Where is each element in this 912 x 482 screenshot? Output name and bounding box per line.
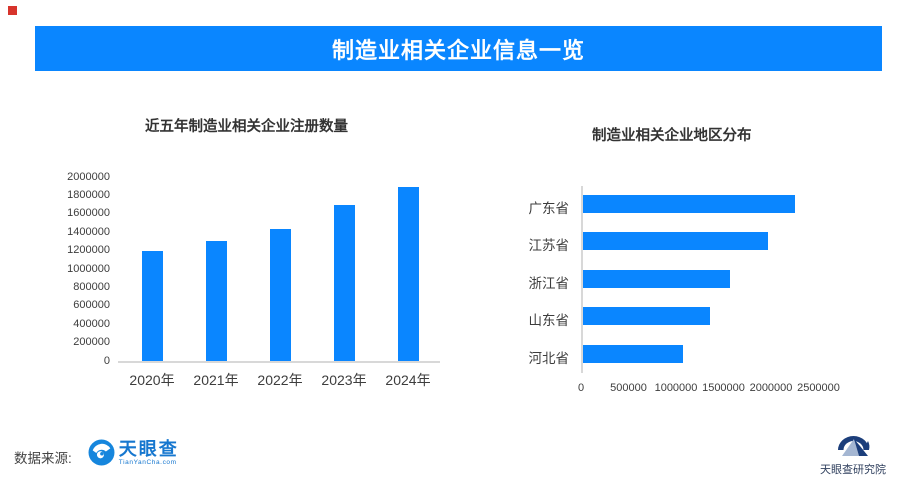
bar-广东省 (582, 194, 796, 213)
data-source-block: 数据来源: 天眼查 TianYanCha.com (14, 430, 179, 475)
bar-山东省 (582, 307, 710, 325)
right-chart-title: 制造业相关企业地区分布 (592, 128, 752, 144)
y-axis-tick-label: 0 (103, 354, 110, 367)
banner: 制造业相关企业信息一览 (35, 26, 882, 71)
bar-2020年 (141, 250, 163, 361)
y-axis-tick-label: 200000 (73, 336, 110, 349)
bar-河北省 (582, 344, 684, 363)
y-axis-category-label: 浙江省 (528, 275, 570, 291)
x-axis-tick-label: 2500000 (797, 382, 840, 394)
bar-江苏省 (582, 232, 768, 250)
y-axis-category-label: 广东省 (528, 200, 570, 216)
bar-2021年 (205, 241, 227, 361)
bar-2023年 (333, 204, 355, 361)
left-chart-title: 近五年制造业相关企业注册数量 (145, 119, 348, 135)
y-axis-tick-label: 1600000 (67, 207, 110, 220)
y-axis-tick-label: 1000000 (67, 262, 110, 275)
region-distribution-bar-chart: 制造业相关企业地区分布 广东省江苏省浙江省山东省河北省 0 500000 100000… (480, 100, 905, 410)
y-axis-category-label: 河北省 (528, 350, 570, 366)
x-axis-tick-label: 1500000 (702, 382, 745, 394)
bar-2024年 (397, 187, 419, 361)
y-axis-tick-label: 1800000 (67, 188, 110, 201)
y-axis-tick-label: 400000 (73, 317, 110, 330)
y-axis-tick-label: 1200000 (67, 244, 110, 257)
x-axis-tick-label: 0 (577, 382, 585, 394)
y-axis-tick-label: 600000 (73, 299, 110, 312)
x-axis-category-label: 2022年 (257, 372, 303, 388)
tianyancha-logo: 天眼查 TianYanCha.com (88, 439, 179, 466)
research-institute-logo-icon (838, 436, 870, 456)
registration-count-bar-chart: 近五年制造业相关企业注册数量 0 200000 400000 600000 800000… (60, 100, 470, 400)
x-axis-category-label: 2023年 (321, 372, 367, 388)
tianyancha-name: 天眼查 (118, 438, 179, 459)
banner-title: 制造业相关企业信息一览 (331, 37, 585, 63)
y-axis-tick-label: 800000 (73, 280, 110, 293)
red-marker (8, 6, 17, 15)
x-axis-category-label: 2020年 (129, 372, 175, 388)
bar-2022年 (269, 228, 291, 361)
y-axis-tick-label: 2000000 (67, 170, 110, 183)
data-source-label: 数据来源: (14, 450, 72, 466)
y-axis-line (581, 186, 583, 373)
y-axis-category-label: 江苏省 (528, 238, 570, 253)
x-axis-category-label: 2021年 (193, 372, 239, 388)
x-axis-line (118, 361, 440, 363)
research-institute-name: 天眼查研究院 (820, 464, 886, 476)
x-axis-category-label: 2024年 (385, 372, 431, 388)
tianyancha-eye-icon (88, 439, 115, 466)
y-axis-category-label: 山东省 (528, 313, 570, 328)
research-institute-block: 天眼查研究院 (818, 426, 888, 477)
y-axis-tick-label: 1400000 (67, 225, 110, 238)
tianyancha-domain: TianYanCha.com (118, 458, 177, 466)
x-axis-tick-label: 2000000 (749, 382, 793, 394)
x-axis-tick-label: 1000000 (654, 382, 698, 394)
bar-浙江省 (582, 269, 730, 288)
x-axis-tick-label: 500000 (610, 382, 647, 394)
